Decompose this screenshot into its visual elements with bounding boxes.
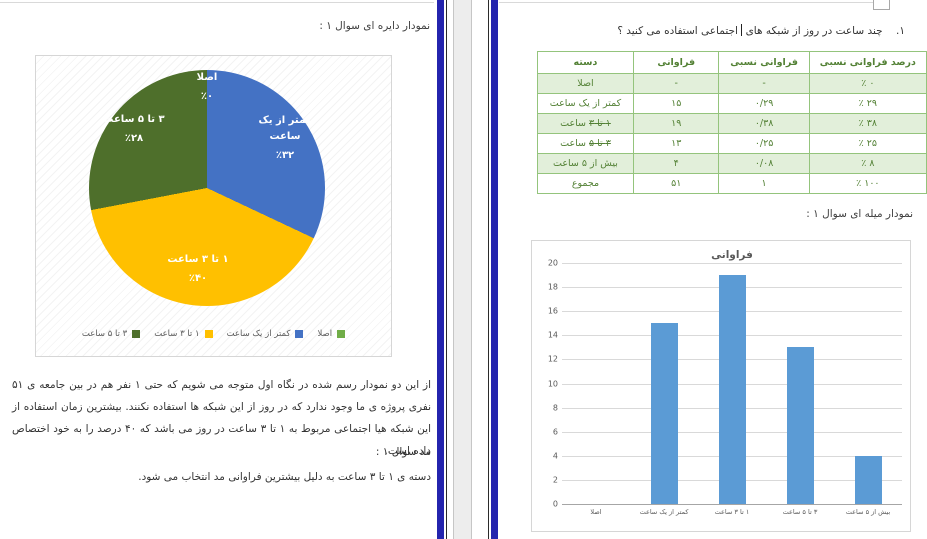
- y-axis-tick-label: 0: [552, 499, 558, 509]
- pie-chart[interactable]: اصلا ٪۰ کمتر از یک ساعت ٪۳۲ ۱ تا ۳ ساعت ٪۴۰ ۳ …: [35, 55, 392, 357]
- table-row[interactable]: ۳ تا ۵ ساعت ۱۳ ۰/۲۵ ٪ ۲۵: [537, 133, 927, 154]
- y-axis-tick-label: 2: [552, 475, 558, 485]
- right-page: ۱. چند ساعت در روز از شبکه های اجتماعی ا…: [488, 0, 927, 539]
- gridline: [562, 263, 902, 264]
- table-cell: ۰/۳۸: [718, 113, 810, 134]
- page-top-edge: [0, 2, 434, 3]
- bar-series-column: [786, 347, 814, 504]
- y-axis-tick-label: 18: [547, 282, 558, 292]
- question-number: ۱.: [896, 25, 905, 37]
- legend-swatch-icon: [337, 330, 346, 338]
- table-header-cell: دسته: [537, 51, 634, 74]
- table-cell: ٪ ۰: [808, 73, 927, 94]
- text-cursor: [741, 24, 743, 36]
- legend-label: ۱ تا ۳ ساعت: [154, 329, 200, 339]
- bar-series-column: [650, 323, 678, 504]
- table-cell: مجموع: [537, 173, 634, 194]
- y-axis-tick-label: 6: [552, 427, 558, 437]
- table-cell: ۵۱: [632, 173, 720, 194]
- table-cell: ۱۳: [632, 133, 720, 154]
- table-cell: ۳ تا ۵ ساعت: [537, 133, 634, 154]
- table-row[interactable]: کمتر از یک ساعت ۱۵ ۰/۲۹ ٪ ۲۹: [537, 93, 927, 114]
- legend-swatch-icon: [204, 330, 213, 338]
- question-text-part1: چند ساعت در روز از شبکه های: [745, 25, 883, 37]
- table-row[interactable]: بیش از ۵ ساعت ۴ ۰/۰۸ ٪ ۸: [537, 153, 927, 174]
- x-axis-line: [562, 504, 902, 505]
- pie-plot: [89, 70, 325, 306]
- page-border-accent: [437, 0, 444, 539]
- table-cell: ۱: [718, 173, 810, 194]
- frequency-table[interactable]: دسته فراوانی فراوانی نسبی درصد فراوانی نسبی…: [537, 51, 927, 194]
- table-cell: ٪ ۲۹: [808, 93, 927, 114]
- legend-item: اصلا: [317, 329, 346, 339]
- table-cell: ٪ ۲۵: [808, 133, 927, 154]
- legend-label: کمتر از یک ساعت: [226, 329, 291, 339]
- bar-chart[interactable]: فراوانی 0 2 4 6 8 10 12 14 16 18 20 اصلا کمتر از یک …: [531, 240, 911, 532]
- y-axis-tick-label: 8: [552, 403, 558, 413]
- table-header-cell: درصد فراوانی نسبی: [808, 51, 927, 74]
- table-row[interactable]: مجموع ۵۱ ۱ ٪ ۱۰۰: [537, 173, 927, 194]
- table-cell: ۴: [632, 153, 720, 174]
- legend-label: اصلا: [317, 329, 333, 339]
- x-axis-category-label: اصلا: [590, 508, 602, 516]
- y-axis-tick-label: 4: [552, 451, 558, 461]
- bar-series-column: [718, 275, 746, 504]
- y-axis-tick-label: 20: [547, 258, 558, 268]
- table-cell: کمتر از یک ساعت: [537, 93, 634, 114]
- table-cell: ۰/۲۵: [718, 133, 810, 154]
- x-axis-category-label: ۳ تا ۵ ساعت: [782, 508, 818, 516]
- pie-slice-label: کمتر از یک ساعت ٪۳۲: [258, 115, 312, 161]
- table-cell: ۱ تا ۳ ساعت: [537, 113, 634, 134]
- table-cell: ۰/۰۸: [718, 153, 810, 174]
- table-cell: ٪ ۸: [808, 153, 927, 174]
- pie-legend: ۳ تا ۵ ساعت ۱ تا ۳ ساعت کمتر از یک ساعت اصل…: [36, 329, 391, 339]
- pie-slice-label: ۳ تا ۵ ساعت ٪۲۸: [103, 114, 165, 144]
- pie-chart-heading[interactable]: نمودار دایره ای سوال ۱ :: [319, 20, 430, 32]
- y-axis-tick-label: 10: [547, 379, 558, 388]
- legend-item: ۳ تا ۵ ساعت: [81, 329, 141, 339]
- pie-slice-label: ۱ تا ۳ ساعت ٪۴۰: [167, 254, 229, 284]
- table-cell: ۰/۲۹: [718, 93, 810, 114]
- pie-slice-label: اصلا ٪۰: [196, 72, 218, 102]
- left-page: نمودار دایره ای سوال ۱ : اصلا ٪۰ کمتر از ی…: [0, 0, 447, 539]
- question-text-part2: اجتماعی استفاده می کنید ؟: [617, 25, 738, 37]
- y-axis-tick-label: 14: [547, 330, 558, 340]
- table-cell: اصلا: [537, 73, 634, 94]
- table-cell: ٪ ۱۰۰: [808, 173, 927, 194]
- x-axis-category-label: ۱ تا ۳ ساعت: [714, 508, 750, 516]
- legend-item: کمتر از یک ساعت: [227, 329, 304, 339]
- x-axis-category-label: کمتر از یک ساعت: [639, 508, 689, 516]
- mode-text[interactable]: دسته ی ۱ تا ۳ ساعت به دلیل بیشترین فراوا…: [138, 471, 431, 483]
- table-cell: ۱۵: [632, 93, 720, 114]
- legend-label: ۳ تا ۵ ساعت: [81, 329, 128, 339]
- anchor-box-icon: [873, 0, 890, 10]
- bar-series-column: [854, 455, 882, 504]
- x-axis-category-label: بیش از ۵ ساعت: [845, 508, 891, 516]
- mode-heading[interactable]: مد سوال ۱ :: [375, 446, 431, 458]
- table-cell: ۱۹: [632, 113, 720, 134]
- y-axis-tick-label: 16: [547, 306, 558, 316]
- page-top-edge: [499, 2, 873, 3]
- table-row[interactable]: ۱ تا ۳ ساعت ۱۹ ۰/۳۸ ٪ ۳۸: [537, 113, 927, 134]
- page-gap-scrollbar[interactable]: [453, 0, 472, 539]
- bar-chart-title: فراوانی: [711, 249, 753, 261]
- legend-swatch-icon: [132, 330, 141, 338]
- table-cell: -: [632, 73, 720, 94]
- table-cell: ٪ ۳۸: [808, 113, 927, 134]
- legend-item: ۱ تا ۳ ساعت: [154, 329, 213, 339]
- bar-chart-heading[interactable]: نمودار میله ای سوال ۱ :: [806, 208, 913, 220]
- y-axis-tick-label: 12: [547, 354, 558, 364]
- table-cell: -: [718, 73, 810, 94]
- table-header-cell: فراوانی نسبی: [718, 51, 810, 74]
- table-row[interactable]: اصلا - - ٪ ۰: [537, 73, 927, 94]
- table-cell: بیش از ۵ ساعت: [537, 153, 634, 174]
- legend-swatch-icon: [295, 330, 304, 338]
- table-header-cell: فراوانی: [632, 51, 720, 74]
- page-border-accent: [491, 0, 498, 539]
- question-line[interactable]: ۱. چند ساعت در روز از شبکه های اجتماعی ا…: [617, 24, 905, 37]
- analysis-paragraph[interactable]: از این دو نمودار رسم شده در نگاه اول متو…: [12, 379, 432, 457]
